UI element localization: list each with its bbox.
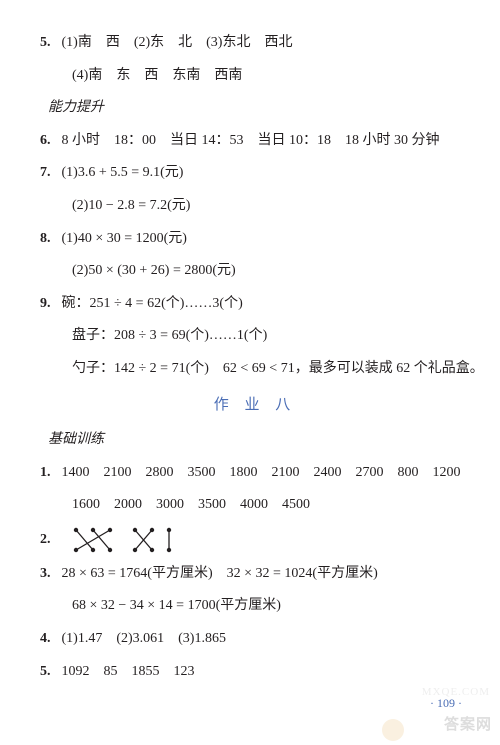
answer-q7-1: 7. (1)3.6 + 5.5 = 9.1(元) [40, 160, 470, 187]
qnum-b4: 4. [40, 626, 58, 653]
qnum-5: 5. [40, 30, 58, 57]
q8-p2: (2)50 × (30 + 26) = 2800(元) [72, 263, 236, 278]
section-ability: 能力提升 [40, 95, 470, 122]
answer-q8-1: 8. (1)40 × 30 = 1200(元) [40, 226, 470, 253]
qnum-9: 9. [40, 291, 58, 318]
qnum-6: 6. [40, 128, 58, 155]
b3-l1: 28 × 63 = 1764(平方厘米) 32 × 32 = 1024(平方厘米… [62, 566, 378, 581]
qnum-b2: 2. [40, 527, 58, 554]
b5-text: 1092 85 1855 123 [62, 664, 195, 679]
q7-p1: (1)3.6 + 5.5 = 9.1(元) [62, 165, 184, 180]
answer-q9-2: 盘子：208 ÷ 3 = 69(个)……1(个) [40, 323, 470, 350]
answer-b2: 2. [40, 525, 470, 555]
answer-b1-2: 1600 2000 3000 3500 4000 4500 [40, 492, 470, 519]
watermark-logo-icon [382, 719, 404, 741]
matching-diagram-2 [127, 525, 177, 555]
b1-row2: 1600 2000 3000 3500 4000 4500 [72, 497, 310, 512]
answer-b5: 5. 1092 85 1855 123 [40, 659, 470, 686]
section-basic: 基础训练 [40, 427, 470, 454]
answer-b4: 4. (1)1.47 (2)3.061 (3)1.865 [40, 626, 470, 653]
b3-l2: 68 × 32 − 34 × 14 = 1700(平方厘米) [72, 598, 281, 613]
answer-b3-1: 3. 28 × 63 = 1764(平方厘米) 32 × 32 = 1024(平… [40, 561, 470, 588]
q5-text1: (1)南 西 (2)东 北 (3)东北 西北 [62, 35, 293, 50]
b1-row1: 1400 2100 2800 3500 1800 2100 2400 2700 … [62, 465, 461, 480]
answer-q5-line2: (4)南 东 西 东南 西南 [40, 63, 470, 90]
answer-q5-line1: 5. (1)南 西 (2)东 北 (3)东北 西北 [40, 30, 470, 57]
qnum-b1: 1. [40, 460, 58, 487]
q9-l3: 勺子：142 ÷ 2 = 71(个) 62 < 69 < 71，最多可以装成 6… [72, 361, 484, 376]
q9-l2: 盘子：208 ÷ 3 = 69(个)……1(个) [72, 328, 267, 343]
answer-q7-2: (2)10 − 2.8 = 7.2(元) [40, 193, 470, 220]
q8-p1: (1)40 × 30 = 1200(元) [62, 231, 187, 246]
qnum-b3: 3. [40, 561, 58, 588]
answer-b3-2: 68 × 32 − 34 × 14 = 1700(平方厘米) [40, 593, 470, 620]
answer-q9-3: 勺子：142 ÷ 2 = 71(个) 62 < 69 < 71，最多可以装成 6… [40, 356, 470, 383]
homework-title: 作 业 八 [40, 391, 470, 420]
watermark-text: 答案网 [444, 711, 492, 740]
q5-text2: (4)南 东 西 东南 西南 [72, 68, 242, 83]
answer-q9-1: 9. 碗：251 ÷ 4 = 62(个)……3(个) [40, 291, 470, 318]
matching-diagram-1 [68, 525, 118, 555]
answer-b1-1: 1. 1400 2100 2800 3500 1800 2100 2400 27… [40, 460, 470, 487]
b4-text: (1)1.47 (2)3.061 (3)1.865 [62, 631, 226, 646]
q6-text: 8 小时 18：00 当日 14：53 当日 10：18 18 小时 30 分钟 [62, 133, 440, 148]
watermark-url: MXQE.COM [422, 682, 490, 703]
qnum-b5: 5. [40, 659, 58, 686]
answer-q8-2: (2)50 × (30 + 26) = 2800(元) [40, 258, 470, 285]
qnum-8: 8. [40, 226, 58, 253]
q9-l1: 碗：251 ÷ 4 = 62(个)……3(个) [62, 296, 243, 311]
answer-q6: 6. 8 小时 18：00 当日 14：53 当日 10：18 18 小时 30… [40, 128, 470, 155]
qnum-7: 7. [40, 160, 58, 187]
q7-p2: (2)10 − 2.8 = 7.2(元) [72, 198, 190, 213]
